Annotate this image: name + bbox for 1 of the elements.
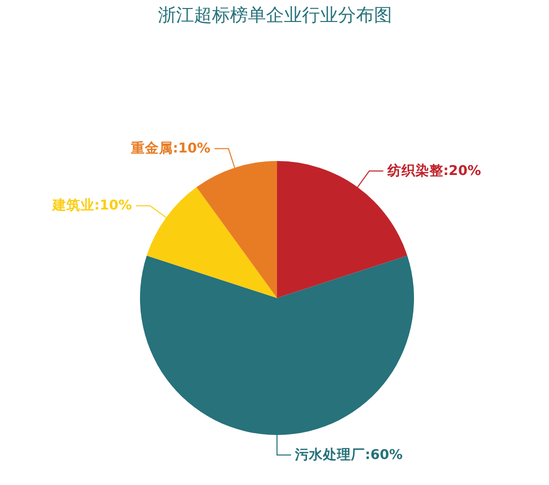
title: 浙江超标榜单企业行业分布图 — [158, 5, 392, 26]
